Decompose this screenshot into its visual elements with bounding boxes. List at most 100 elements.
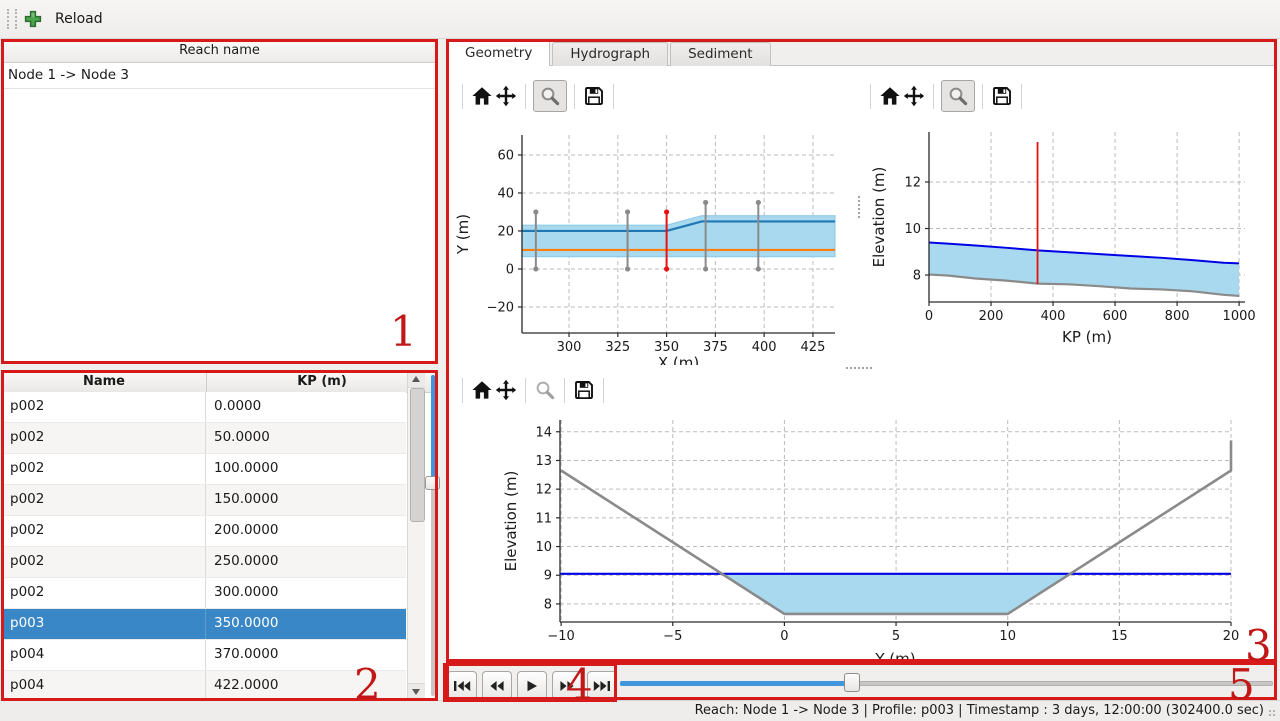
tab-geometry[interactable]: Geometry [447,39,551,66]
save-icon[interactable] [582,84,606,108]
home-icon[interactable] [470,84,494,108]
horizontal-splitter-handle[interactable] [846,367,872,371]
cross-section-plot[interactable]: −10 −5 0 5 10 15 20 8 9 10 11 12 13 14 Y (m) Elevation … [450,408,1277,662]
x-tick-label: 10 [999,629,1016,644]
bank-line [522,220,835,233]
scroll-up-button[interactable] [408,371,425,388]
cell-profile-name: p004 [2,640,206,670]
cross-section-markers-cap [624,266,631,272]
x-tick-label: 5 [892,629,900,644]
vslider-handle[interactable] [425,475,440,490]
y-tick-label: 10 [904,222,921,237]
table-row[interactable]: p003 350.0000 [2,609,406,640]
home-icon[interactable] [470,378,494,402]
play-icon [527,680,537,692]
cell-profile-kp: 0.0000 [214,398,262,414]
cell-profile-kp: 200.0000 [214,522,279,538]
x-tick-label: 425 [801,340,826,355]
pan-icon[interactable] [494,84,518,108]
x-tick-label: 400 [1041,309,1066,324]
zoom-icon[interactable] [533,80,567,112]
y-tick-label: 11 [535,511,552,526]
zoom-icon[interactable] [941,80,975,112]
table-row[interactable]: p002 50.0000 [2,423,406,454]
y-tick-label: 12 [904,176,921,191]
y-tick-label: −20 [487,300,514,315]
table-scrollbar[interactable] [407,371,425,700]
tab-hydrograph[interactable]: Hydrograph [552,42,669,66]
table-row[interactable]: p002 300.0000 [2,578,406,609]
x-tick-label: 0 [925,309,933,324]
cell-profile-kp: 100.0000 [214,460,279,476]
cross-section-markers-cap [533,209,539,215]
x-tick-label: 200 [979,309,1004,324]
y-tick-label: 60 [497,148,514,163]
tab-sediment[interactable]: Sediment [670,42,771,66]
cell-profile-name: p002 [2,392,206,422]
water-bed-fill [929,242,1240,296]
plan-plot-toolbar [455,79,621,113]
save-icon[interactable] [572,378,596,402]
vertical-splitter-handle[interactable] [858,196,862,218]
reach-panel: Reach name Node 1 -> Node 3 [1,39,438,364]
scroll-down-button[interactable] [408,683,425,700]
plan-view-plot[interactable]: 300 325 350 375 400 425 −20 0 20 40 60 X (m) Y (m) [450,113,858,365]
cell-profile-kp: 370.0000 [214,646,279,662]
long-profile-plot[interactable]: 0 200 400 600 800 1000 8 10 12 KP (m) Elevation (m… [862,113,1277,365]
reload-button[interactable]: Reload [55,11,103,27]
table-row[interactable]: p002 100.0000 [2,454,406,485]
cell-profile-name: p003 [2,609,206,639]
x-tick-label: 800 [1165,309,1190,324]
profile-slider-vertical[interactable] [425,371,440,700]
scrollbar-thumb[interactable] [409,388,425,522]
cross-section-markers-cap [624,209,631,215]
plan-view-canvas: 300 325 350 375 400 425 −20 0 20 40 60 X (m) Y (m) [454,135,836,365]
step-forward-button[interactable] [552,671,582,701]
table-row[interactable]: p002 150.0000 [2,485,406,516]
y-axis-label: Elevation (m) [870,167,888,268]
column-header-name[interactable]: Name [2,371,207,392]
y-tick-label: 14 [535,425,552,440]
add-icon[interactable] [24,10,42,28]
status-bar: Reach: Node 1 -> Node 3 | Profile: p003 … [0,700,1280,721]
table-row[interactable]: p004 370.0000 [2,640,406,671]
step-back-button[interactable] [482,671,512,701]
pan-icon[interactable] [494,378,518,402]
table-row[interactable]: p002 200.0000 [2,516,406,547]
y-tick-label: 8 [913,269,921,284]
cross-section-markers-cap [755,199,761,206]
x-axis-label: Y (m) [874,650,915,662]
vslider-groove [430,375,435,696]
table-row[interactable]: p002 0.0000 [2,392,406,423]
play-button[interactable] [517,671,547,701]
y-axis-label: Elevation (m) [502,471,520,572]
y-tick-label: 13 [535,454,552,469]
save-icon[interactable] [990,84,1014,108]
column-header-kp[interactable]: KP (m) [297,374,347,389]
table-row[interactable]: p004 422.0000 [2,671,406,700]
zoom-icon[interactable] [533,378,557,402]
x-tick-label: 20 [1223,629,1240,644]
time-slider-fill [620,681,852,686]
x-tick-label: 400 [752,340,777,355]
x-tick-label: 375 [703,340,728,355]
step-back-icon [490,681,504,691]
cell-profile-kp: 350.0000 [214,615,279,631]
skip-end-button[interactable] [587,671,617,701]
skip-start-button[interactable] [447,671,477,701]
table-row[interactable]: p002 250.0000 [2,547,406,578]
cross-section-markers-cap [663,209,670,215]
toolbar-drag-handle[interactable] [7,9,17,29]
step-forward-icon [560,681,574,691]
cell-profile-kp: 150.0000 [214,491,279,507]
time-slider-handle[interactable] [843,673,860,692]
y-tick-label: 40 [497,186,514,201]
reach-list-item[interactable]: Node 1 -> Node 3 [2,63,437,89]
cell-profile-name: p002 [2,423,206,453]
bed-profile [560,440,1233,616]
cross-section-markers-cap [703,266,709,272]
home-icon[interactable] [878,84,902,108]
pan-icon[interactable] [902,84,926,108]
resize-grip[interactable] [1269,710,1277,718]
cross-section-markers-cap [703,199,709,206]
